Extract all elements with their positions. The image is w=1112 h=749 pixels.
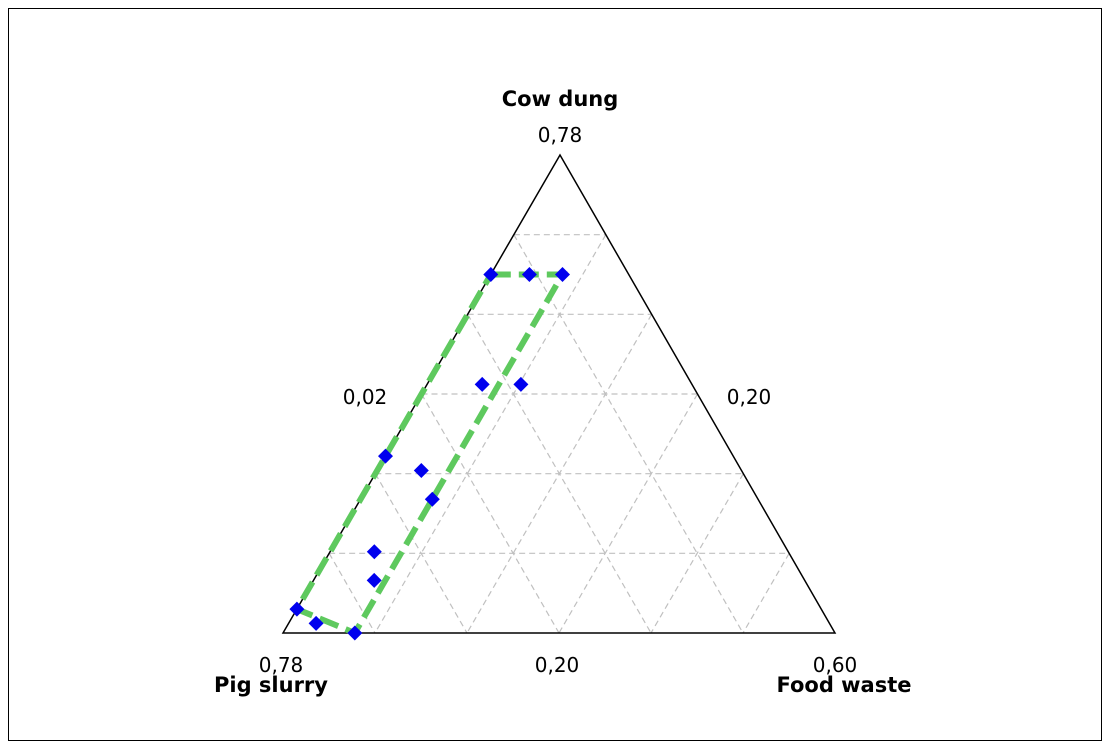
feasible-region-outline bbox=[292, 271, 568, 637]
left-vertex-value: 0,78 bbox=[259, 653, 304, 677]
grid-line bbox=[742, 553, 790, 634]
left-vertex-name: Pig slurry bbox=[214, 673, 328, 697]
design-point bbox=[474, 376, 490, 392]
grid-line bbox=[466, 314, 653, 634]
grid-line bbox=[420, 393, 560, 634]
design-point bbox=[366, 572, 382, 588]
design-points bbox=[289, 267, 570, 641]
design-point bbox=[521, 267, 537, 282]
right-vertex-value: 0,60 bbox=[813, 653, 858, 677]
design-point bbox=[308, 615, 324, 631]
ternary-chart: Cow dung 0,78 0,78 Pig slurry 0,60 Food … bbox=[214, 87, 912, 697]
grid-line bbox=[513, 234, 744, 634]
design-point bbox=[424, 491, 440, 507]
design-point bbox=[366, 544, 382, 560]
design-point bbox=[347, 625, 363, 641]
top-vertex-value: 0,78 bbox=[538, 123, 583, 147]
grid-line bbox=[374, 473, 468, 634]
top-vertex-name: Cow dung bbox=[502, 87, 619, 111]
design-point bbox=[483, 267, 499, 282]
grid-line bbox=[328, 553, 376, 634]
right-vertex-name: Food waste bbox=[776, 673, 911, 697]
chart-frame: Cow dung 0,78 0,78 Pig slurry 0,60 Food … bbox=[8, 8, 1102, 741]
grid-lines bbox=[328, 234, 790, 634]
grid-line bbox=[374, 234, 607, 634]
design-point bbox=[289, 601, 305, 617]
design-point bbox=[513, 376, 529, 392]
left-edge-label: 0,02 bbox=[343, 385, 388, 409]
design-point bbox=[413, 463, 429, 478]
grid-line bbox=[650, 473, 744, 634]
design-point bbox=[555, 267, 570, 282]
grid-line bbox=[558, 393, 699, 634]
design-point bbox=[378, 448, 393, 464]
right-edge-label: 0,20 bbox=[727, 385, 772, 409]
bottom-edge-label: 0,20 bbox=[535, 653, 580, 677]
